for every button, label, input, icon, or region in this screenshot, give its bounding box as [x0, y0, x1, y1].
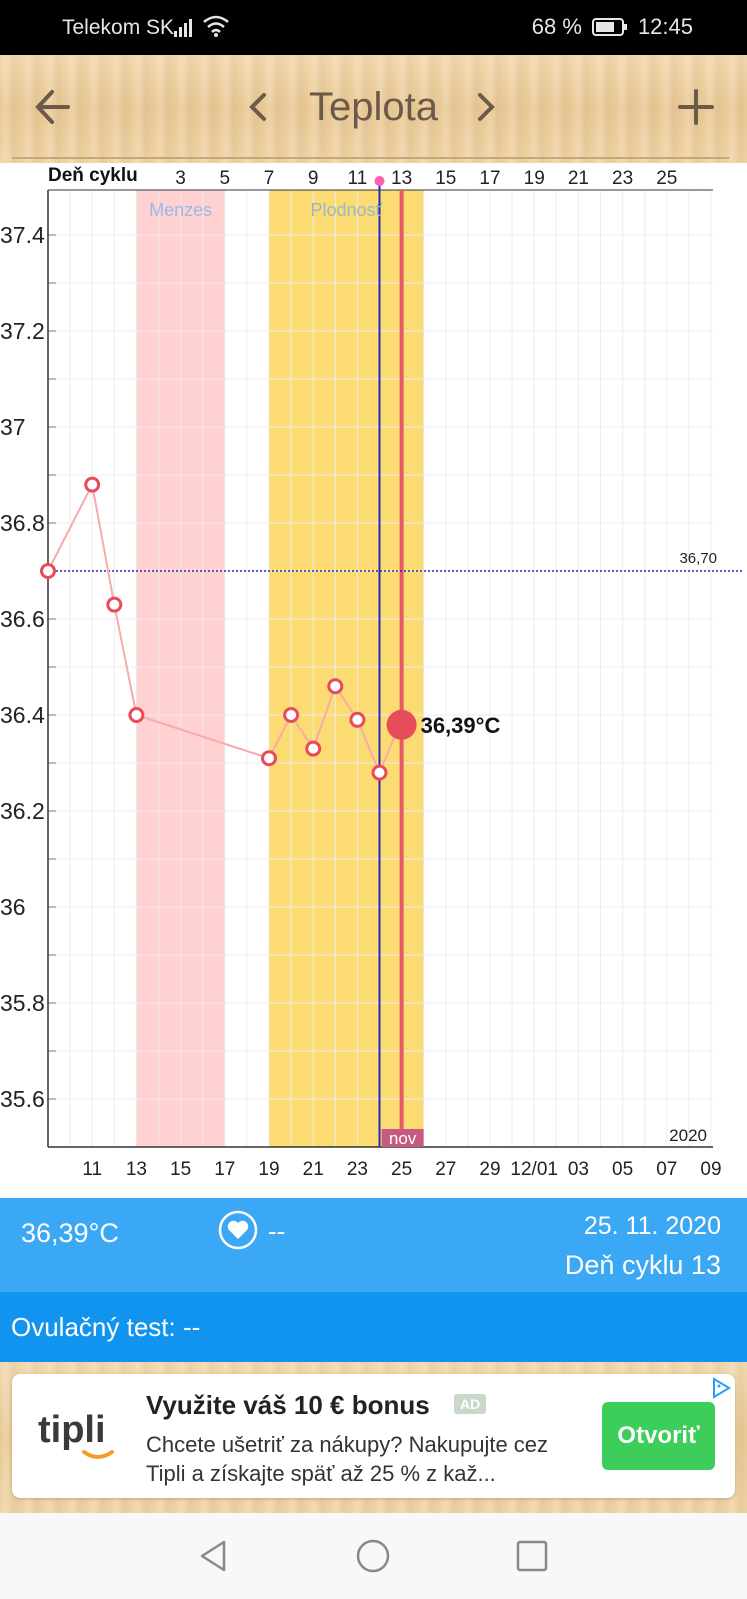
x-tick-label: 23: [347, 1159, 368, 1180]
temperature-point: [327, 678, 344, 695]
back-arrow-icon[interactable]: [24, 77, 84, 137]
nav-back-icon[interactable]: [196, 1538, 232, 1574]
x-tick-label: 21: [303, 1159, 324, 1180]
temperature-point: [106, 596, 123, 613]
y-tick-label: 36.4: [0, 702, 45, 728]
svg-text:tipli: tipli: [38, 1409, 106, 1451]
temperature-point: [305, 740, 322, 757]
ad-card[interactable]: tipli Využite váš 10 € bonus AD Chcete u…: [12, 1374, 735, 1498]
top-tick-label: 9: [308, 168, 319, 189]
top-axis-label: Deň cyklu: [48, 165, 142, 187]
top-tick-label: 7: [264, 168, 275, 189]
x-tick-label: 25: [391, 1159, 412, 1180]
y-tick-label: 36.6: [0, 606, 45, 632]
ovulation-test-text: Ovulačný test: --: [11, 1312, 201, 1342]
y-tick-label: 35.6: [0, 1086, 45, 1112]
carrier-name: Telekom SK: [62, 16, 175, 39]
x-tick-label: 03: [568, 1159, 589, 1180]
top-tick-label: 5: [220, 168, 231, 189]
x-tick-label: 15: [170, 1159, 191, 1180]
x-tick-label: 09: [700, 1159, 721, 1180]
intercourse-value: --: [268, 1216, 286, 1246]
y-tick-label: 35.8: [0, 990, 45, 1016]
period-label: Plodnosť: [310, 200, 382, 220]
cycle-day: Deň cyklu 13: [564, 1250, 721, 1280]
top-tick-label: 21: [568, 168, 589, 189]
temperature-chart[interactable]: Menzes Plodnosť 37.4 37.2 37 36.8 36.6 36.4 36.2…: [0, 163, 747, 1198]
adchoices-icon[interactable]: [709, 1376, 733, 1400]
day-info-panel[interactable]: 36,39°C -- 25. 11. 2020 Deň cyklu 13: [0, 1198, 747, 1292]
previous-chevron-icon[interactable]: [238, 77, 278, 137]
temperature-point: [40, 563, 56, 579]
nav-recents-icon[interactable]: [514, 1538, 550, 1574]
status-bar: Telekom SK 68 % 12:45: [0, 0, 747, 55]
system-nav-bar: [0, 1513, 747, 1599]
x-tick-label: 19: [258, 1159, 279, 1180]
clock: 12:45: [637, 14, 693, 39]
top-tick-label: 15: [435, 168, 456, 189]
reference-line-label: 36,70: [679, 550, 717, 567]
y-tick-label: 36.8: [0, 510, 45, 536]
today-label-bg: [381, 1129, 424, 1147]
x-tick-label: 07: [656, 1159, 677, 1180]
ovulation-test-panel[interactable]: Ovulačný test: --: [0, 1292, 747, 1362]
add-plus-icon[interactable]: [666, 77, 726, 137]
today-label: nov: [389, 1129, 417, 1148]
temperature-point: [371, 764, 388, 781]
top-tick-label: 11: [348, 168, 368, 189]
temperature-point: [349, 711, 366, 728]
x-tick-label: 17: [214, 1159, 235, 1180]
header-bar: Teplota: [0, 55, 747, 163]
x-tick-label: 13: [126, 1159, 147, 1180]
heart-icon[interactable]: [218, 1210, 258, 1250]
highlight-label: 36,39°C: [421, 713, 501, 738]
year-label: 2020: [669, 1126, 707, 1145]
top-tick-label: 19: [524, 168, 545, 189]
top-tick-label: 17: [479, 168, 500, 189]
y-tick-label: 36: [0, 894, 26, 920]
ad-headline: Využite váš 10 € bonus: [146, 1390, 430, 1420]
ovulation-dot: [374, 176, 385, 186]
selected-date: 25. 11. 2020: [583, 1212, 721, 1240]
temperature-value: 36,39°C: [21, 1218, 119, 1248]
header-divider: [12, 157, 729, 159]
x-tick-label: 11: [82, 1159, 102, 1180]
page-title: Teplota: [309, 85, 438, 129]
temperature-chart-svg[interactable]: Menzes Plodnosť37.437.23736.836.636.436.2…: [0, 163, 747, 1198]
top-tick-label: 13: [391, 168, 412, 189]
nav-home-icon[interactable]: [355, 1538, 391, 1574]
ad-open-button[interactable]: Otvoriť: [602, 1402, 715, 1470]
next-chevron-icon[interactable]: [466, 77, 506, 137]
ad-body: Chcete ušetriť za nákupy? Nakupujte cez …: [146, 1432, 549, 1486]
y-tick-label: 37.2: [0, 318, 45, 344]
battery-icon: [591, 18, 627, 36]
temperature-point: [84, 476, 101, 493]
battery-percent: 68 %: [531, 14, 582, 39]
status-right: 68 % 12:45: [532, 14, 693, 40]
x-tick-label: 29: [479, 1159, 500, 1180]
ad-zone: tipli Využite váš 10 € bonus AD Chcete u…: [0, 1362, 747, 1513]
temperature-point: [128, 707, 145, 723]
y-tick-label: 37.4: [0, 222, 45, 248]
y-tick-label: 36.2: [0, 798, 45, 824]
temperature-point: [283, 707, 300, 723]
period-band: [269, 190, 424, 1147]
y-tick-label: 37: [0, 414, 26, 440]
period-label: Menzes: [149, 200, 212, 220]
x-tick-label: 12/01: [510, 1159, 558, 1180]
ad-badge: AD: [454, 1394, 487, 1414]
temperature-point: [261, 750, 277, 767]
top-tick-label: 25: [656, 168, 677, 189]
top-tick-label: 3: [175, 168, 186, 189]
top-tick-label: 23: [612, 168, 633, 189]
tipli-logo: tipli: [38, 1409, 114, 1459]
x-tick-label: 05: [612, 1159, 633, 1180]
highlight-point: [386, 709, 417, 740]
wifi-icon: [203, 15, 229, 37]
x-tick-label: 27: [435, 1159, 456, 1180]
signal-icon: [174, 19, 192, 37]
